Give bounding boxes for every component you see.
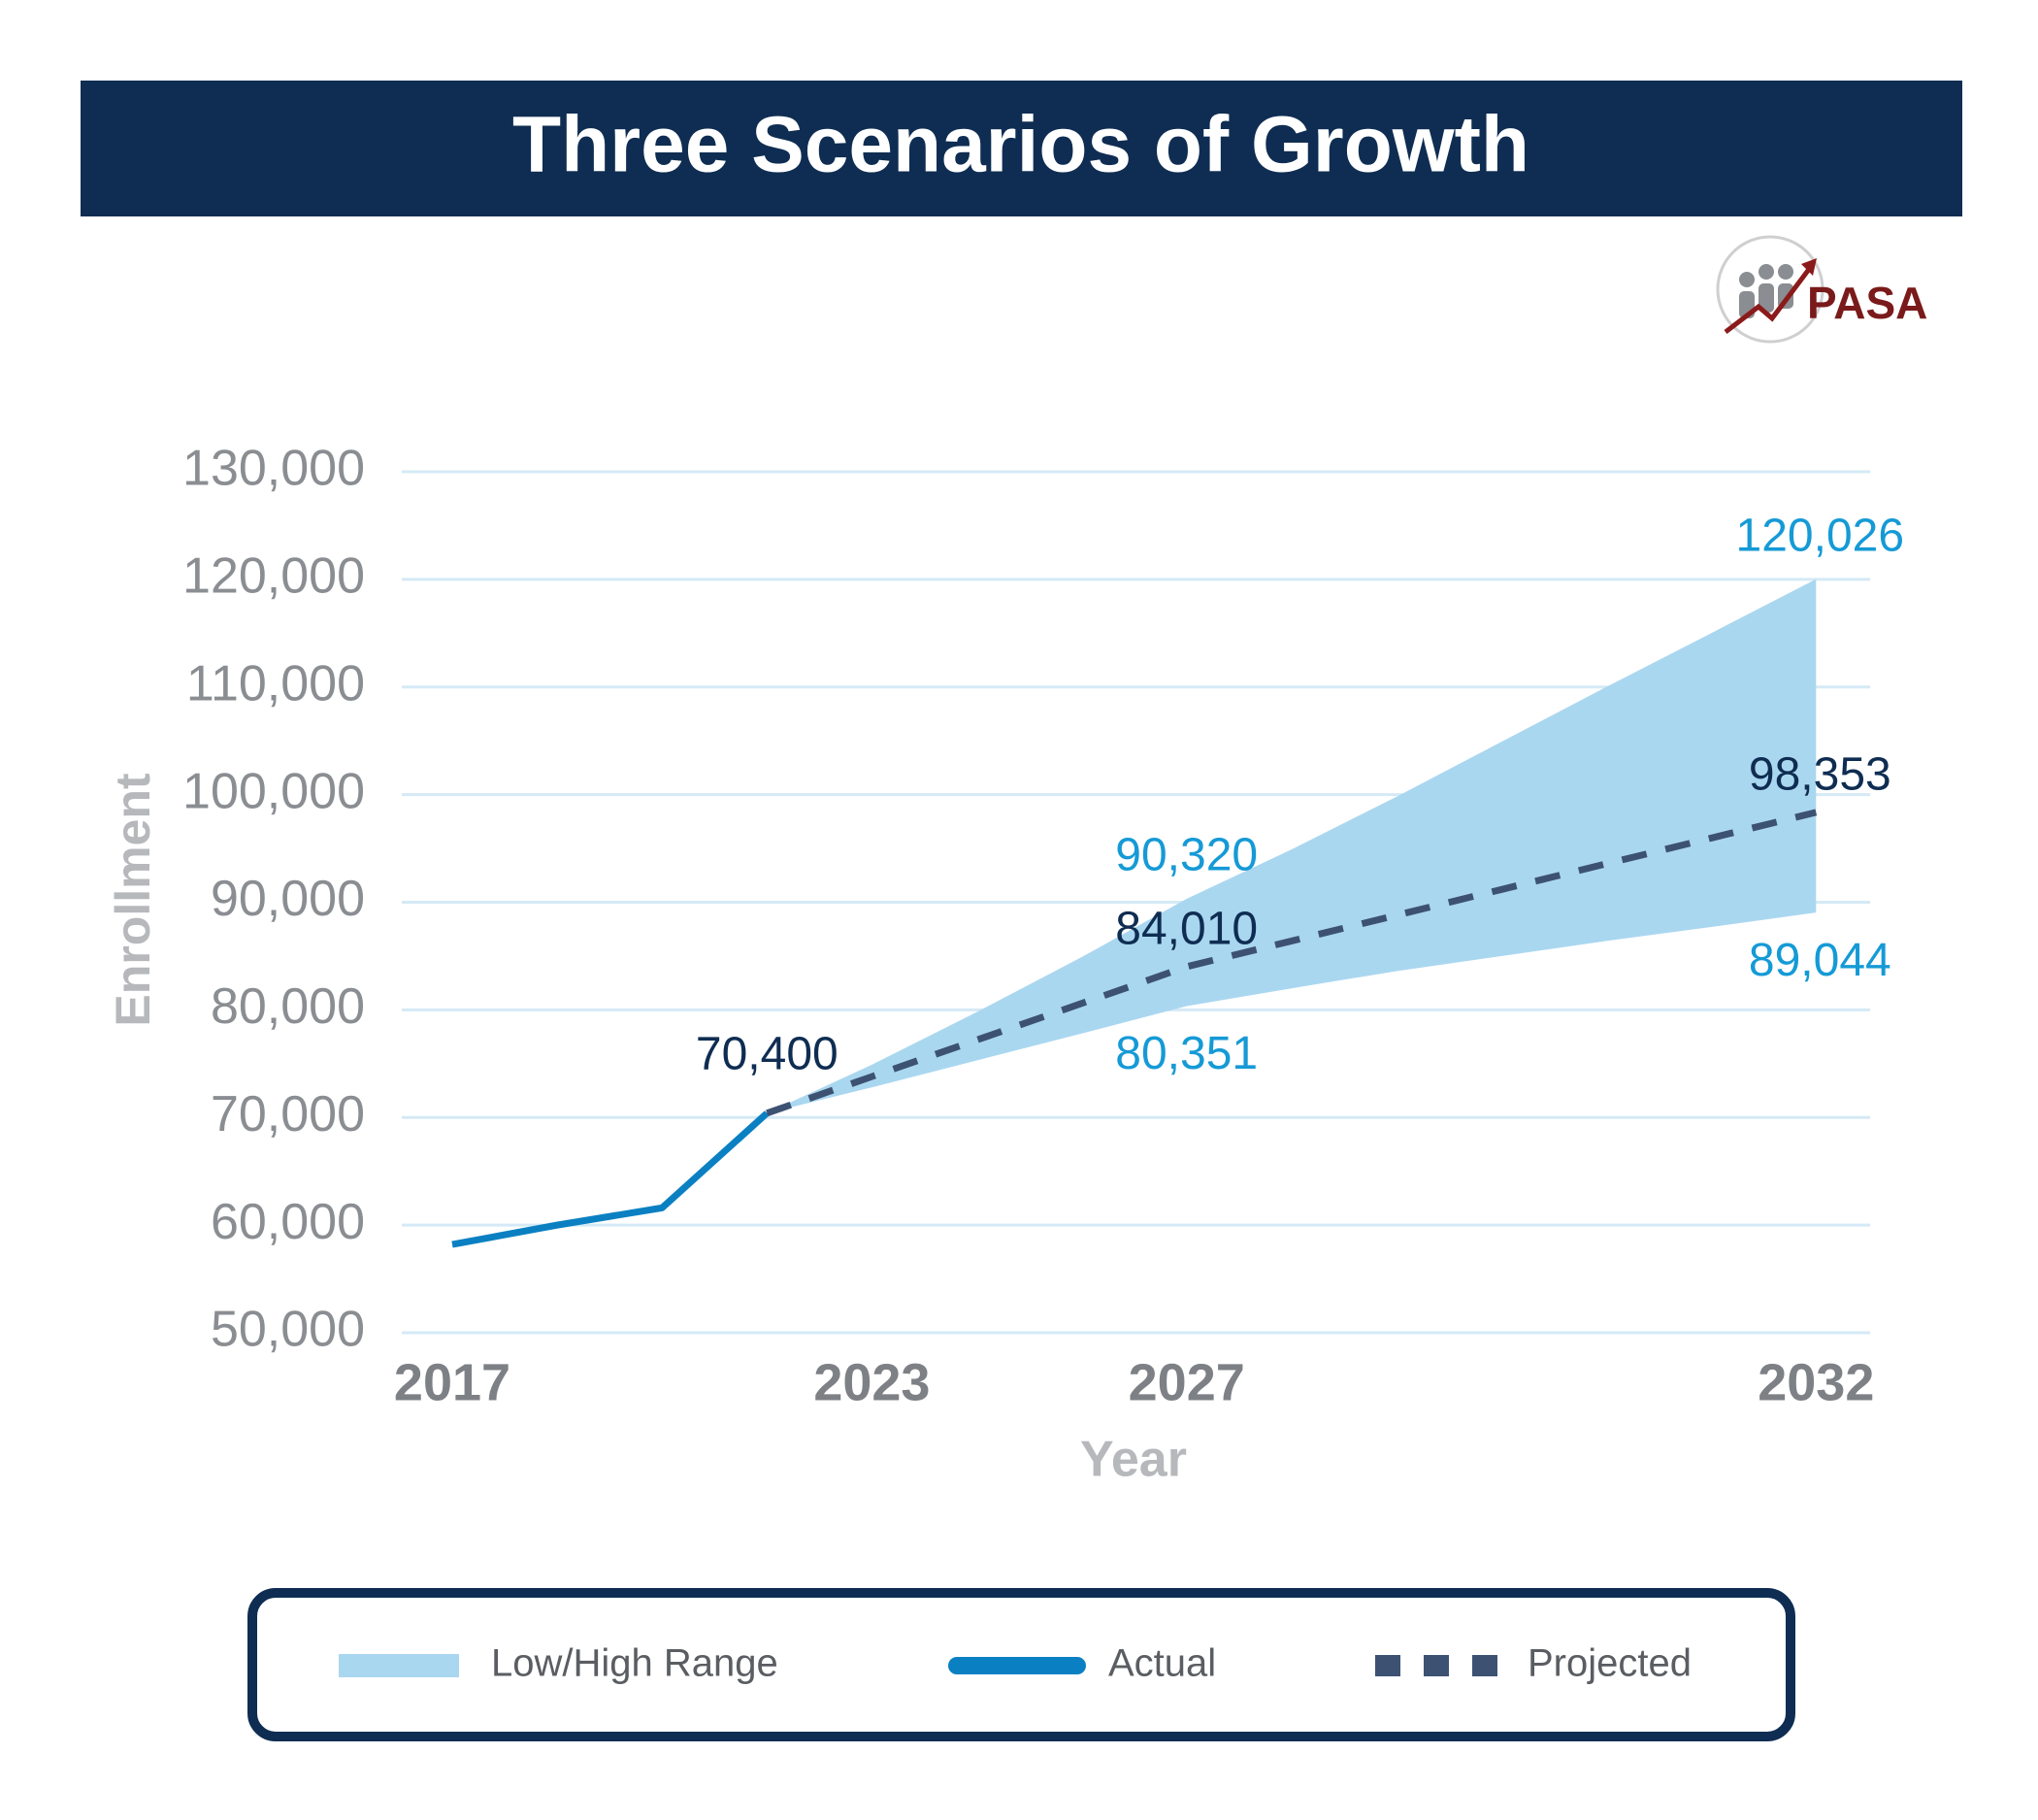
data-label: 84,010 bbox=[1115, 904, 1258, 955]
legend-swatch bbox=[1424, 1655, 1449, 1676]
data-label: 89,044 bbox=[1749, 935, 1891, 986]
y-axis-label: Enrollment bbox=[106, 773, 160, 1026]
actual-line bbox=[451, 1110, 770, 1248]
x-tick-label: 2017 bbox=[394, 1353, 510, 1411]
logo-person bbox=[1739, 272, 1755, 287]
y-tick-label: 50,000 bbox=[211, 1302, 365, 1358]
data-label: 98,353 bbox=[1749, 749, 1891, 801]
y-tick-label: 60,000 bbox=[211, 1194, 365, 1250]
y-tick-label: 110,000 bbox=[186, 655, 365, 711]
logo-arrow bbox=[1724, 262, 1815, 334]
logo-text: PASA bbox=[1807, 278, 1927, 328]
data-label: 80,351 bbox=[1115, 1028, 1258, 1079]
legend-swatch bbox=[1472, 1655, 1497, 1676]
legend-swatch bbox=[339, 1654, 459, 1677]
data-label: 70,400 bbox=[696, 1028, 838, 1079]
y-tick-label: 90,000 bbox=[211, 871, 365, 927]
logo-person bbox=[1778, 264, 1793, 280]
legend-label: Actual bbox=[1108, 1642, 1216, 1685]
logo: PASA bbox=[1716, 235, 1927, 344]
range-band bbox=[767, 579, 1817, 1113]
legend-swatch bbox=[1375, 1655, 1400, 1676]
y-tick-label: 80,000 bbox=[211, 978, 365, 1035]
title-banner bbox=[81, 81, 1962, 216]
data-label: 120,026 bbox=[1736, 510, 1905, 561]
data-label: 90,320 bbox=[1115, 830, 1258, 881]
y-tick-label: 130,000 bbox=[182, 441, 365, 497]
x-tick-label: 2027 bbox=[1129, 1353, 1245, 1411]
y-tick-label: 70,000 bbox=[211, 1086, 365, 1142]
projected-line bbox=[766, 809, 1818, 1117]
y-tick-label: 100,000 bbox=[182, 763, 365, 819]
legend-label: Projected bbox=[1528, 1642, 1692, 1685]
x-axis-label: Year bbox=[1080, 1432, 1187, 1488]
x-tick-label: 2032 bbox=[1758, 1353, 1874, 1411]
logo-arrow-head bbox=[1801, 258, 1817, 276]
x-tick-label: 2023 bbox=[813, 1353, 930, 1411]
y-tick-label: 120,000 bbox=[182, 548, 365, 605]
legend-label: Low/High Range bbox=[491, 1642, 778, 1685]
logo-person bbox=[1759, 283, 1774, 313]
chart-title: Three Scenarios of Growth bbox=[512, 101, 1529, 189]
logo-person bbox=[1759, 264, 1774, 280]
